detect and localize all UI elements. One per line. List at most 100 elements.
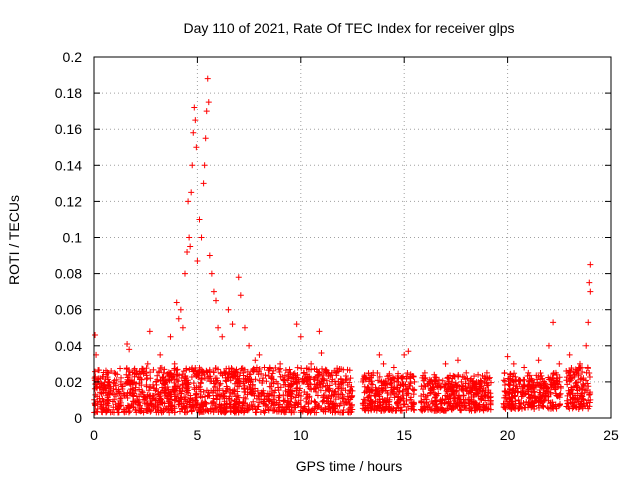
data-point (213, 396, 220, 403)
data-point (430, 399, 437, 406)
data-point (586, 279, 593, 286)
data-point (346, 405, 353, 412)
data-point (379, 395, 386, 402)
data-point (168, 396, 175, 403)
data-point (526, 402, 533, 409)
data-point (308, 360, 315, 367)
data-point (140, 409, 147, 416)
data-point (148, 401, 155, 408)
data-point (401, 351, 408, 358)
data-point (421, 369, 428, 376)
data-point (280, 381, 287, 388)
data-point (248, 376, 255, 383)
data-point (270, 389, 277, 396)
data-point (225, 374, 232, 381)
data-point (471, 399, 478, 406)
data-point (566, 372, 573, 379)
data-point (339, 378, 346, 385)
data-point (203, 400, 210, 407)
data-point (537, 380, 544, 387)
data-point (325, 399, 332, 406)
data-point (205, 374, 212, 381)
data-point (276, 368, 283, 375)
data-point (178, 405, 185, 412)
data-point (133, 393, 140, 400)
data-point (394, 372, 401, 379)
data-point (150, 392, 157, 399)
data-point (362, 404, 369, 411)
data-point (132, 398, 139, 405)
data-point (433, 403, 440, 410)
data-point (289, 404, 296, 411)
data-point (407, 380, 414, 387)
data-point (235, 274, 242, 281)
data-point (192, 117, 199, 124)
data-point (484, 382, 491, 389)
data-point (177, 394, 184, 401)
data-point (153, 378, 160, 385)
data-point (208, 400, 215, 407)
data-point (191, 104, 198, 111)
data-point (225, 306, 232, 313)
data-point (314, 382, 321, 389)
data-point (240, 372, 247, 379)
data-point (250, 398, 257, 405)
data-point (555, 392, 562, 399)
data-point (161, 379, 168, 386)
data-point (305, 399, 312, 406)
data-point (193, 372, 200, 379)
data-point (563, 377, 570, 384)
data-point (111, 369, 118, 376)
data-point (529, 377, 536, 384)
data-point (500, 377, 507, 384)
data-point (100, 401, 107, 408)
data-point (348, 383, 355, 390)
data-point (316, 328, 323, 335)
data-point (204, 407, 211, 414)
data-point (396, 388, 403, 395)
data-point (188, 189, 195, 196)
data-point (275, 401, 282, 408)
data-point (248, 388, 255, 395)
data-point (533, 397, 540, 404)
data-point (583, 342, 590, 349)
data-point (585, 319, 592, 326)
data-point (311, 398, 318, 405)
data-point (261, 393, 268, 400)
data-point (475, 371, 482, 378)
data-point (164, 373, 171, 380)
data-point (139, 368, 146, 375)
data-point (397, 382, 404, 389)
data-point (126, 408, 133, 415)
data-point (148, 407, 155, 414)
data-point (587, 396, 594, 403)
data-point (585, 383, 592, 390)
data-point (456, 396, 463, 403)
data-point (369, 381, 376, 388)
data-point (565, 404, 572, 411)
data-point (585, 391, 592, 398)
data-point (408, 400, 415, 407)
data-point (144, 360, 151, 367)
data-point (238, 408, 245, 415)
data-point (244, 407, 251, 414)
data-point (140, 393, 147, 400)
data-point (586, 374, 593, 381)
data-point (488, 379, 495, 386)
data-point (380, 382, 387, 389)
data-point (92, 368, 99, 375)
data-point (189, 162, 196, 169)
data-point (223, 395, 230, 402)
data-point (117, 365, 124, 372)
data-point (464, 397, 471, 403)
data-point (525, 388, 532, 395)
data-point (117, 395, 124, 402)
data-point (223, 408, 230, 415)
data-point (550, 370, 557, 377)
data-point (287, 382, 294, 389)
data-point (92, 373, 99, 380)
data-point (328, 369, 335, 376)
data-point (572, 396, 579, 403)
data-point (466, 400, 473, 407)
data-point (119, 383, 126, 390)
